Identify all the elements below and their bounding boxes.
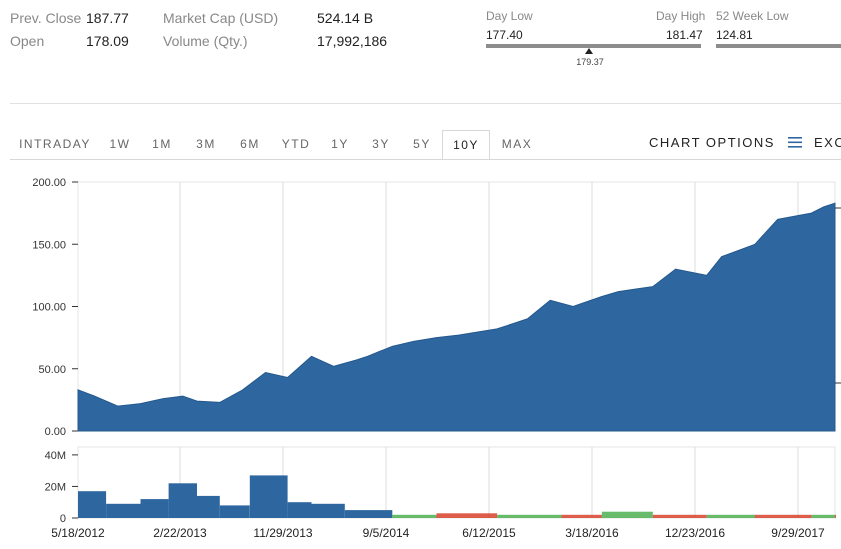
options-baseline bbox=[622, 159, 841, 160]
day-low-label: Day Low bbox=[486, 9, 533, 23]
x-tick-label: 9/5/2014 bbox=[363, 526, 410, 540]
week52-low-label: 52 Week Low bbox=[716, 9, 789, 23]
x-tick-label: 2/22/2013 bbox=[153, 526, 207, 540]
header-divider bbox=[10, 103, 841, 104]
week52-low-value: 124.81 bbox=[716, 28, 753, 42]
open-label: Open bbox=[10, 33, 45, 49]
x-tick-label: 3/18/2016 bbox=[565, 526, 619, 540]
tab-intraday[interactable]: INTRADAY bbox=[19, 137, 91, 151]
open-value: 178.09 bbox=[86, 33, 129, 49]
volume-bar bbox=[652, 514, 707, 518]
volume-bar bbox=[249, 475, 288, 518]
volume-bar bbox=[811, 514, 835, 518]
day-high-value: 181.47 bbox=[666, 28, 703, 42]
price-tick-label: 100.00 bbox=[32, 302, 66, 314]
x-tick-label: 9/29/2017 bbox=[771, 526, 825, 540]
price-area-series bbox=[77, 202, 836, 432]
tab-1m[interactable]: 1M bbox=[152, 137, 172, 151]
x-tick-label: 11/29/2013 bbox=[253, 526, 312, 540]
volume-value: 17,992,186 bbox=[317, 33, 388, 49]
tab-1w[interactable]: 1W bbox=[109, 137, 131, 151]
price-tick-label: 50.00 bbox=[38, 364, 66, 376]
volume-bar bbox=[497, 514, 562, 518]
market-cap-label: Market Cap (USD) bbox=[163, 10, 279, 26]
tabs-baseline bbox=[10, 159, 622, 160]
tab-max[interactable]: MAX bbox=[501, 137, 533, 151]
price-tick-label: 0.00 bbox=[45, 426, 66, 438]
tab-1y[interactable]: 1Y bbox=[331, 137, 349, 151]
tab-3m[interactable]: 3M bbox=[196, 137, 216, 151]
x-tick-label: 5/18/2012 bbox=[51, 526, 105, 540]
x-tick-label: 6/12/2015 bbox=[462, 526, 516, 540]
volume-bar bbox=[311, 503, 345, 518]
volume-bar bbox=[436, 513, 498, 518]
tab-5y[interactable]: 5Y bbox=[413, 137, 431, 151]
volume-tick-label: 20M bbox=[45, 481, 66, 493]
tab-3y[interactable]: 3Y bbox=[372, 137, 390, 151]
price-tick-label: 200.00 bbox=[32, 177, 66, 189]
tab-10y[interactable]: 10Y bbox=[442, 130, 490, 160]
volume-bar bbox=[106, 503, 141, 518]
volume-tick-label: 0 bbox=[60, 513, 66, 525]
price-panel-frame bbox=[77, 181, 836, 432]
volume-bar bbox=[140, 499, 169, 518]
market-cap-value: 524.14 B bbox=[317, 10, 374, 26]
volume-bar bbox=[835, 514, 836, 518]
volume-bar bbox=[706, 514, 755, 518]
tab-ytd[interactable]: YTD bbox=[281, 137, 311, 151]
tab-6m[interactable]: 6M bbox=[240, 137, 260, 151]
day-range-bar bbox=[486, 44, 701, 48]
volume-tick-label: 40M bbox=[45, 450, 66, 462]
chart-options-button[interactable]: CHART OPTIONS bbox=[649, 130, 803, 158]
day-high-label: Day High bbox=[656, 9, 706, 23]
current-price-label: 179.37 bbox=[576, 57, 604, 67]
day-low-value: 177.40 bbox=[486, 28, 523, 42]
current-price-marker-icon bbox=[585, 48, 594, 54]
volume-label: Volume (Qty.) bbox=[163, 33, 248, 49]
volume-bar bbox=[197, 495, 220, 518]
price-tick-label: 150.00 bbox=[32, 239, 66, 251]
volume-bar bbox=[344, 510, 393, 518]
volume-bar bbox=[561, 514, 602, 518]
hamburger-icon bbox=[788, 137, 803, 148]
volume-bar bbox=[168, 483, 197, 518]
prev-close-value: 187.77 bbox=[86, 10, 129, 26]
volume-bar bbox=[219, 505, 250, 518]
volume-bar bbox=[78, 491, 107, 518]
volume-bar bbox=[287, 502, 312, 518]
prev-close-label: Prev. Close bbox=[10, 10, 82, 26]
volume-bar bbox=[601, 511, 653, 518]
x-tick-label: 12/23/2016 bbox=[665, 526, 725, 540]
volume-bar bbox=[754, 514, 812, 518]
volume-panel-frame bbox=[77, 446, 836, 519]
chart-options-label: CHART OPTIONS bbox=[649, 135, 775, 150]
volume-bar bbox=[392, 514, 437, 518]
week52-range-bar bbox=[716, 44, 841, 48]
export-button[interactable]: EXC bbox=[814, 135, 841, 150]
